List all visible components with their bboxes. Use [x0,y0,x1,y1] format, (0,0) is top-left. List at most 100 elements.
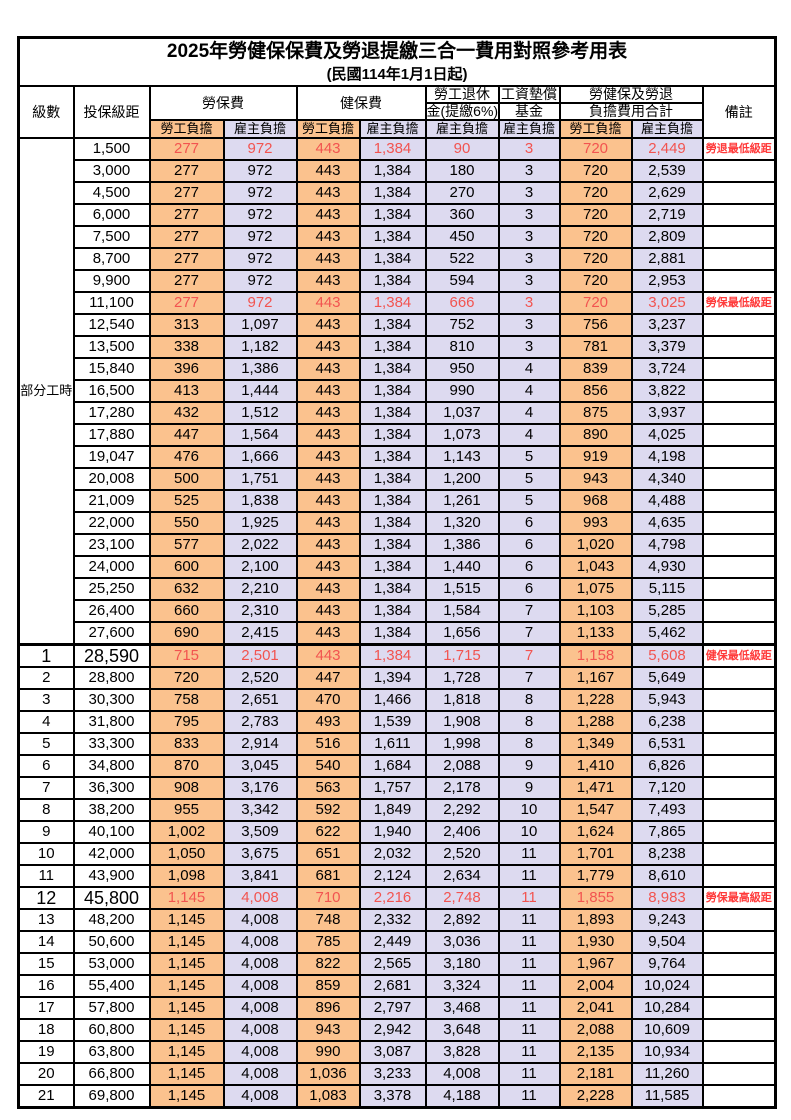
fee-cell: 1,073 [424,423,500,447]
fee-cell: 5 [497,445,561,469]
table-row: 20,008 500 1,751 443 1,384 1,200 5 943 4,340 [19,467,777,491]
fee-cell: 1,584 [424,599,500,623]
table-row: 5 33,300 833 2,914 516 1,611 1,998 8 1,349 6,531 [17,732,777,756]
fee-cell: 11 [497,908,561,932]
bracket-cell: 6,000 [72,203,151,227]
table-row: 3 30,300 758 2,651 470 1,466 1,818 8 1,228 5,943 [17,688,777,712]
fee-cell: 1,838 [222,489,298,513]
fee-cell: 1,145 [148,996,225,1020]
fee-cell: 1,228 [558,688,633,712]
remark-cell [701,1084,777,1109]
fee-cell: 443 [295,181,361,205]
fee-cell: 1,384 [358,225,427,249]
remark-cell [701,467,777,491]
fee-cell: 8,610 [630,864,704,888]
level-cell: 5 [17,732,75,756]
page-subtitle: (民國114年1月1日起) [326,66,468,83]
fee-cell: 4 [497,401,561,425]
table-row: 4 31,800 795 2,783 493 1,539 1,908 8 1,288 6,238 [17,710,777,734]
fee-cell: 2,216 [358,886,427,910]
page-title: 2025年勞健保保費及勞退提繳三合一費用對照參考用表 [166,41,628,62]
fee-cell: 10,284 [630,996,704,1020]
bracket-cell: 69,800 [72,1084,151,1109]
bracket-cell: 25,250 [72,577,151,601]
fee-cell: 1,002 [148,820,225,844]
fee-cell: 11 [497,974,561,998]
fee-cell: 752 [424,313,500,337]
fee-cell: 2,892 [424,908,500,932]
fee-cell: 1,133 [558,621,633,646]
fee-cell: 4,930 [630,555,704,579]
fee-cell: 1,701 [558,842,633,866]
fee-cell: 1,145 [148,908,225,932]
fee-cell: 856 [558,379,633,403]
remark-cell [701,842,777,866]
fee-cell: 6 [497,533,561,557]
fee-cell: 3,180 [424,952,500,976]
fee-cell: 1,143 [424,445,500,469]
fee-cell: 972 [222,269,298,293]
fee-cell: 1,539 [358,710,427,734]
fee-cell: 3 [497,225,561,249]
fee-cell: 443 [295,357,361,381]
remark-cell [701,577,777,601]
fee-cell: 277 [148,137,225,161]
remark-cell [701,181,777,205]
level-cell: 8 [17,798,75,822]
level-cell: 7 [17,776,75,800]
bracket-cell: 9,900 [72,269,151,293]
remark-cell: 勞保最低級距 [701,291,777,315]
fee-cell: 622 [295,820,361,844]
fee-cell: 1,471 [558,776,633,800]
fee-cell: 11 [497,886,561,910]
fee-cell: 3,648 [424,1018,500,1042]
bracket-cell: 17,880 [72,423,151,447]
fee-cell: 443 [295,599,361,623]
fee-cell: 720 [558,137,633,161]
fee-cell: 1,384 [358,159,427,183]
bracket-cell: 45,800 [72,886,151,910]
fee-cell: 1,893 [558,908,633,932]
level-cell: 9 [17,820,75,844]
table-row: 20 66,800 1,145 4,008 1,036 3,233 4,008 11 2,181… [17,1062,777,1086]
table-row: 19,047 476 1,666 443 1,384 1,143 5 919 4,198 [19,445,777,469]
fee-cell: 1,386 [222,357,298,381]
fee-cell: 7 [497,599,561,623]
fee-cell: 896 [295,996,361,1020]
table-body: 部分工時 1,500 277 972 443 1,384 90 3 720 2,449 勞退最低級距… [17,137,777,1109]
fee-cell: 3,822 [630,379,704,403]
fee-cell: 3 [497,335,561,359]
fee-cell: 4,488 [630,489,704,513]
bracket-cell: 55,400 [72,974,151,998]
fee-cell: 338 [148,335,225,359]
fee-cell: 1,666 [222,445,298,469]
subheader-total-employee: 勞工負擔 [558,119,633,139]
level-cell: 19 [17,1040,75,1064]
fee-cell: 756 [558,313,633,337]
fee-cell: 1,967 [558,952,633,976]
col-header-level: 級數 [17,85,75,139]
fee-cell: 443 [295,489,361,513]
bracket-cell: 27,600 [72,621,151,646]
fee-cell: 955 [148,798,225,822]
fee-cell: 9 [497,776,561,800]
fee-cell: 1,037 [424,401,500,425]
table-row: 3,000 277 972 443 1,384 180 3 720 2,539 [19,159,777,183]
table-row: 12 45,800 1,145 4,008 710 2,216 2,748 11 1,855 8,… [17,886,777,910]
fee-cell: 592 [295,798,361,822]
fee-cell: 7 [497,666,561,690]
remark-cell [701,621,777,646]
fee-cell: 9 [497,754,561,778]
table-row: 16 55,400 1,145 4,008 859 2,681 3,324 11 2,004 10… [17,974,777,998]
remark-cell [701,379,777,403]
fee-cell: 7,120 [630,776,704,800]
fee-cell: 1,410 [558,754,633,778]
fee-cell: 3,036 [424,930,500,954]
fee-cell: 2,041 [558,996,633,1020]
remark-cell [701,203,777,227]
fee-cell: 2,088 [558,1018,633,1042]
fee-cell: 3,724 [630,357,704,381]
level-cell: 14 [17,930,75,954]
fee-cell: 594 [424,269,500,293]
bracket-cell: 31,800 [72,710,151,734]
